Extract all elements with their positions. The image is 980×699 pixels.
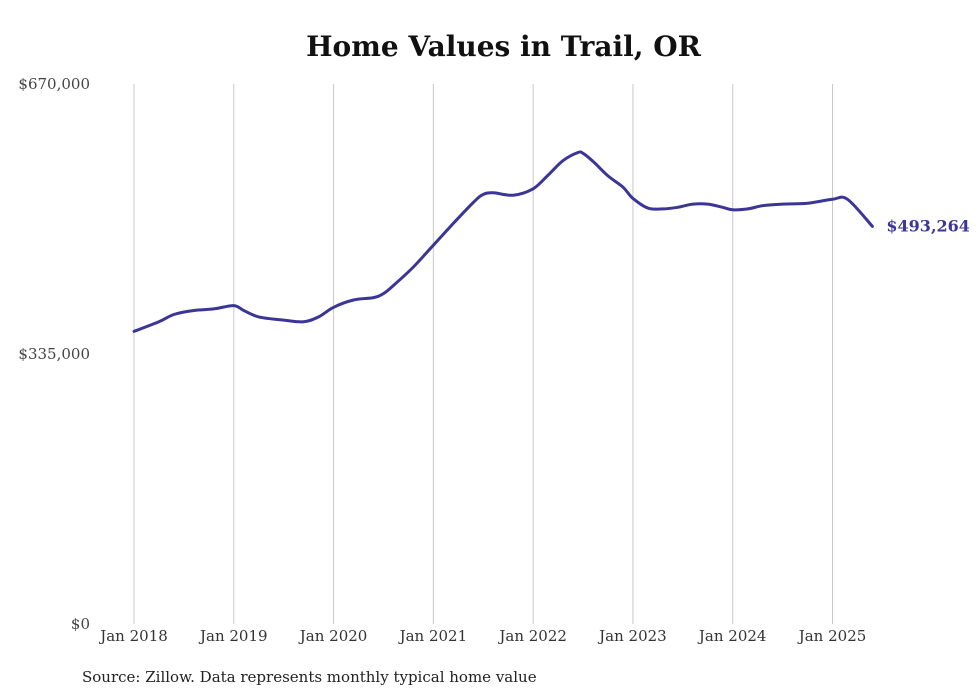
x-tick-label: Jan 2018 bbox=[98, 627, 168, 645]
y-axis-ticks: $670,000 $335,000 $0 bbox=[18, 75, 90, 633]
source-note: Source: Zillow. Data represents monthly … bbox=[82, 668, 537, 686]
x-tick-label: Jan 2024 bbox=[697, 627, 767, 645]
chart-title: Home Values in Trail, OR bbox=[306, 30, 701, 63]
series-line bbox=[132, 150, 874, 333]
x-tick-label: Jan 2021 bbox=[398, 627, 468, 645]
x-tick-label: Jan 2023 bbox=[597, 627, 667, 645]
x-tick-label: Jan 2019 bbox=[198, 627, 268, 645]
series-layer bbox=[132, 150, 874, 333]
y-tick-label: $335,000 bbox=[18, 345, 90, 363]
end-value-label: $493,264 bbox=[886, 216, 970, 235]
x-tick-label: Jan 2020 bbox=[298, 627, 368, 645]
y-tick-label: $0 bbox=[71, 615, 90, 633]
y-tick-label: $670,000 bbox=[18, 75, 90, 93]
x-tick-label: Jan 2022 bbox=[497, 627, 567, 645]
x-tick-label: Jan 2025 bbox=[797, 627, 867, 645]
end-label-layer: $493,264 bbox=[886, 216, 970, 235]
gridlines bbox=[133, 84, 833, 624]
x-axis-ticks: Jan 2018 Jan 2019 Jan 2020 Jan 2021 Jan 2022… bbox=[98, 627, 866, 645]
